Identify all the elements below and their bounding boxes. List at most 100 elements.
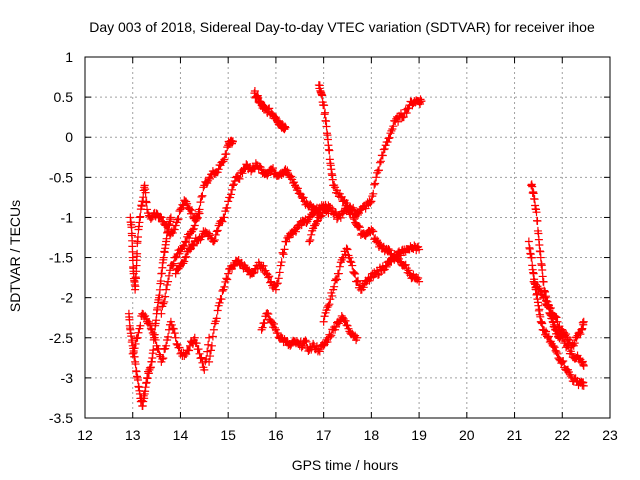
data-point xyxy=(394,117,403,126)
data-point xyxy=(167,320,176,329)
data-point xyxy=(146,324,155,333)
data-point xyxy=(171,333,180,342)
data-point xyxy=(321,108,330,117)
data-point xyxy=(136,321,145,330)
data-point xyxy=(564,341,572,350)
data-point xyxy=(243,265,252,274)
data-point xyxy=(559,357,568,366)
data-point xyxy=(371,179,380,188)
data-point xyxy=(374,271,383,280)
data-point xyxy=(198,191,207,200)
data-point xyxy=(384,245,393,254)
data-point xyxy=(399,113,408,122)
data-point xyxy=(385,133,394,142)
data-point xyxy=(308,210,317,219)
data-point xyxy=(197,353,206,362)
data-point xyxy=(141,188,150,197)
data-point xyxy=(223,203,232,212)
x-tick-label: 21 xyxy=(507,427,523,443)
data-point xyxy=(323,337,332,346)
data-point xyxy=(306,235,315,244)
data-point xyxy=(213,306,222,315)
data-point xyxy=(281,123,290,132)
data-point xyxy=(249,269,258,278)
axis-ticks: 12 13 14 15 16 17 18 19 20 21 22 23 -3.5 -3 -2.5 -2 -1.5… xyxy=(49,49,618,443)
data-point xyxy=(557,329,566,338)
data-point xyxy=(414,274,423,283)
data-point xyxy=(206,352,215,361)
data-point xyxy=(139,193,148,202)
data-point xyxy=(173,215,182,224)
data-point xyxy=(542,296,551,305)
data-point xyxy=(208,332,217,341)
data-point xyxy=(263,309,272,318)
data-point xyxy=(175,249,184,258)
data-point xyxy=(532,208,541,217)
data-point xyxy=(348,261,357,270)
data-point xyxy=(151,335,160,344)
data-point xyxy=(343,205,352,214)
data-point xyxy=(349,213,358,222)
data-point xyxy=(331,276,340,285)
data-point xyxy=(273,329,282,338)
data-point xyxy=(550,312,559,321)
data-point xyxy=(379,145,388,154)
data-point xyxy=(345,253,354,262)
data-point xyxy=(203,347,212,356)
x-tick-label: 15 xyxy=(220,427,236,443)
data-point xyxy=(354,210,362,219)
data-point xyxy=(378,151,387,160)
data-point xyxy=(159,299,168,308)
y-tick-label: 1 xyxy=(65,49,73,65)
data-point xyxy=(205,229,214,238)
data-point xyxy=(158,355,167,364)
data-point xyxy=(163,280,172,289)
data-point xyxy=(381,261,390,270)
data-point xyxy=(269,164,278,173)
data-point xyxy=(156,212,165,221)
data-point xyxy=(369,189,378,198)
data-point xyxy=(188,241,197,250)
data-point xyxy=(185,234,194,243)
data-point xyxy=(200,365,209,374)
data-point xyxy=(220,282,229,291)
data-point xyxy=(217,295,226,304)
data-point xyxy=(179,201,188,210)
data-point xyxy=(186,205,194,214)
data-point xyxy=(260,318,269,327)
data-points xyxy=(124,81,588,410)
data-point xyxy=(162,285,171,294)
data-point xyxy=(182,252,191,261)
data-point xyxy=(159,354,168,363)
data-point xyxy=(220,155,229,164)
data-point xyxy=(336,213,345,222)
data-point xyxy=(324,201,333,210)
data-point xyxy=(130,344,139,353)
data-point xyxy=(330,282,339,291)
data-point xyxy=(297,343,306,352)
data-point xyxy=(157,213,166,222)
data-point xyxy=(181,237,190,246)
data-point xyxy=(176,245,185,254)
data-point xyxy=(312,217,321,226)
data-point xyxy=(342,321,351,330)
data-point xyxy=(335,262,344,271)
data-point xyxy=(265,272,274,281)
data-point xyxy=(164,332,173,341)
data-point xyxy=(140,312,149,321)
data-point xyxy=(298,341,307,350)
data-point xyxy=(211,230,220,239)
data-point xyxy=(145,320,154,329)
x-tick-label: 13 xyxy=(125,427,141,443)
data-point xyxy=(579,361,588,370)
data-point xyxy=(540,293,549,302)
data-point xyxy=(190,333,199,342)
data-point xyxy=(250,87,259,96)
data-point xyxy=(133,249,142,258)
data-point xyxy=(305,237,314,246)
data-point xyxy=(258,323,267,332)
chart-title: Day 003 of 2018, Sidereal Day-to-day VTE… xyxy=(89,19,595,35)
data-point xyxy=(186,245,194,254)
data-point xyxy=(316,212,325,221)
data-point xyxy=(325,300,334,309)
